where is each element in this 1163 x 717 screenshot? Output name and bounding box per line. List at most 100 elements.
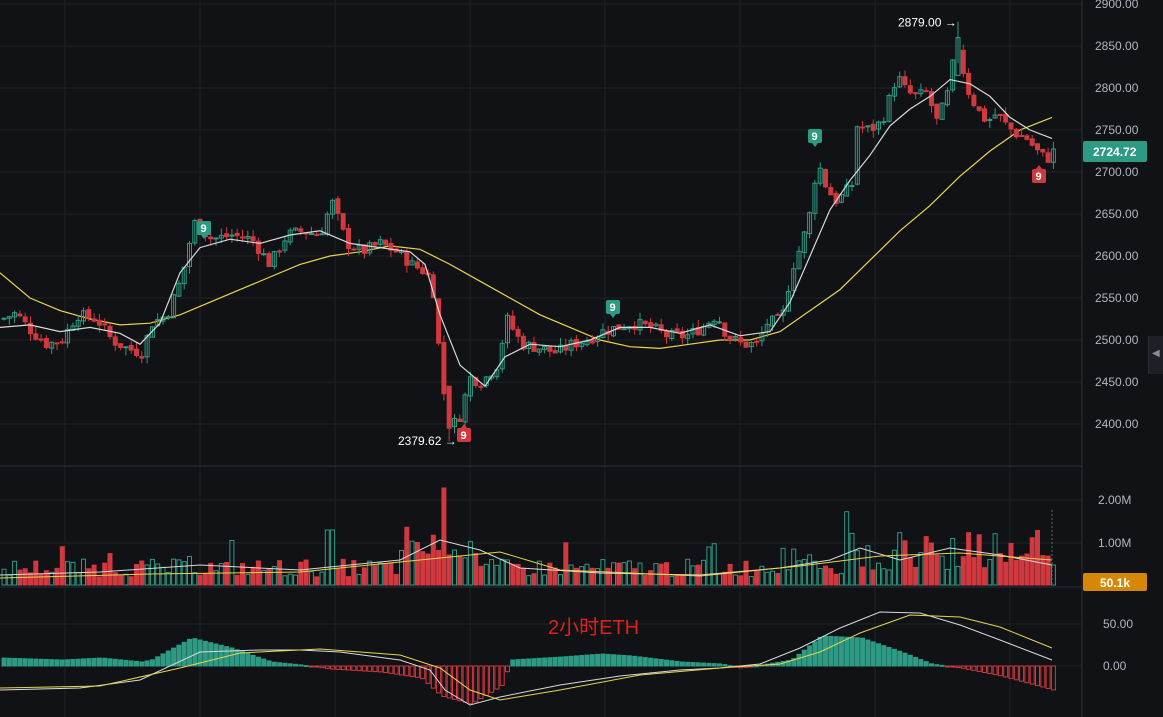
macd-bar — [589, 654, 595, 667]
candle — [732, 333, 738, 342]
macd-bar — [446, 665, 452, 699]
candle — [134, 342, 139, 358]
macd-bar — [351, 665, 357, 671]
price-axis[interactable]: 2900.00 2850.00 2800.00 2750.00 2700.00 2650.… — [1095, 0, 1139, 431]
candle — [462, 392, 468, 430]
volume-bar — [542, 574, 548, 586]
volume-bar — [971, 557, 977, 586]
macd-bar — [950, 665, 956, 668]
ma-slow-line — [0, 116, 1053, 350]
candle — [1024, 133, 1030, 141]
macd-bar — [499, 665, 505, 686]
volume-bar — [213, 570, 219, 586]
volume-bar — [452, 549, 457, 586]
macd-bar — [277, 662, 283, 667]
price-annotations: 2879.00 → 2379.62 → — [398, 16, 957, 448]
macd-bar — [319, 665, 325, 669]
volume-bar — [149, 558, 155, 586]
volume-bar — [293, 574, 298, 586]
volume-bar — [547, 562, 553, 586]
volume-bar — [1003, 561, 1009, 586]
candle — [748, 341, 754, 353]
candle — [22, 312, 28, 326]
macd-bar — [849, 637, 855, 667]
volume-bar — [573, 567, 579, 586]
volume-bar — [854, 550, 860, 586]
high-annotation: 2879.00 → — [898, 16, 957, 30]
chevron-left-icon: ◀ — [1152, 348, 1160, 359]
macd-bar — [144, 660, 150, 667]
price-tick-label: 2450.00 — [1095, 375, 1139, 389]
volume-bar — [732, 574, 738, 586]
volume-panel[interactable] — [0, 487, 1056, 586]
volume-tick-label: 2.00M — [1098, 493, 1131, 507]
volume-bar — [462, 557, 468, 586]
volume-bar — [505, 559, 510, 586]
macd-bar — [865, 639, 871, 667]
candle — [801, 230, 807, 259]
volume-bar — [944, 568, 950, 586]
macd-bar — [255, 656, 261, 667]
side-panel-toggle[interactable]: ◀ — [1148, 336, 1163, 374]
candle — [976, 106, 982, 112]
volume-bar — [759, 565, 765, 586]
macd-panel[interactable] — [0, 611, 1056, 706]
candle — [330, 198, 336, 219]
volume-tick-label: 1.00M — [1098, 536, 1131, 550]
candle — [1008, 122, 1014, 136]
ma-fast-layer — [0, 78, 1053, 388]
macd-bar — [271, 661, 277, 667]
volume-bar — [483, 563, 489, 586]
volume-bar — [515, 563, 521, 586]
volume-bar — [245, 573, 251, 586]
macd-bar — [955, 665, 961, 668]
macd-bar — [356, 665, 362, 672]
macd-bar — [828, 635, 834, 667]
candle — [388, 237, 394, 258]
candle — [335, 195, 341, 221]
volume-bar — [340, 558, 346, 586]
macd-bar — [642, 657, 648, 667]
volume-axis[interactable]: 2.00M 1.00M — [1098, 493, 1131, 550]
candle — [144, 333, 150, 364]
volume-bar — [579, 566, 585, 586]
volume-bar — [361, 567, 367, 586]
candle — [28, 316, 33, 342]
volume-bar — [785, 569, 791, 586]
macd-bar — [160, 653, 166, 667]
macd-bar — [420, 665, 426, 680]
macd-bar — [54, 659, 60, 667]
macd-bar — [367, 665, 373, 672]
volume-bar — [425, 553, 431, 586]
candle — [642, 320, 648, 327]
volume-bar — [997, 553, 1003, 586]
volume-bar — [844, 511, 850, 586]
candle — [1019, 128, 1025, 138]
macd-bar — [441, 665, 447, 698]
macd-bar — [907, 654, 913, 667]
volume-bar — [1040, 554, 1046, 586]
candle — [1029, 134, 1035, 147]
svg-text:9: 9 — [1036, 171, 1042, 183]
volume-bar — [112, 572, 118, 586]
candle — [213, 237, 219, 246]
volume-bar — [950, 537, 956, 586]
macd-axis[interactable]: 50.00 0.00 — [1103, 617, 1133, 673]
macd-bar — [706, 662, 712, 667]
macd-bar — [1035, 665, 1040, 686]
macd-bar — [944, 665, 950, 668]
volume-bar — [632, 568, 638, 586]
macd-bar — [43, 658, 49, 667]
candle — [775, 312, 781, 316]
candle — [65, 323, 71, 348]
macd-bar — [240, 651, 245, 667]
price-panel[interactable] — [0, 21, 1056, 442]
volume-bar — [642, 574, 648, 586]
volume-bar — [128, 576, 134, 586]
candle — [208, 233, 214, 246]
svg-text:9: 9 — [461, 430, 467, 442]
volume-bar — [446, 554, 452, 586]
volume-bar — [489, 559, 495, 586]
volume-bar — [467, 541, 473, 586]
